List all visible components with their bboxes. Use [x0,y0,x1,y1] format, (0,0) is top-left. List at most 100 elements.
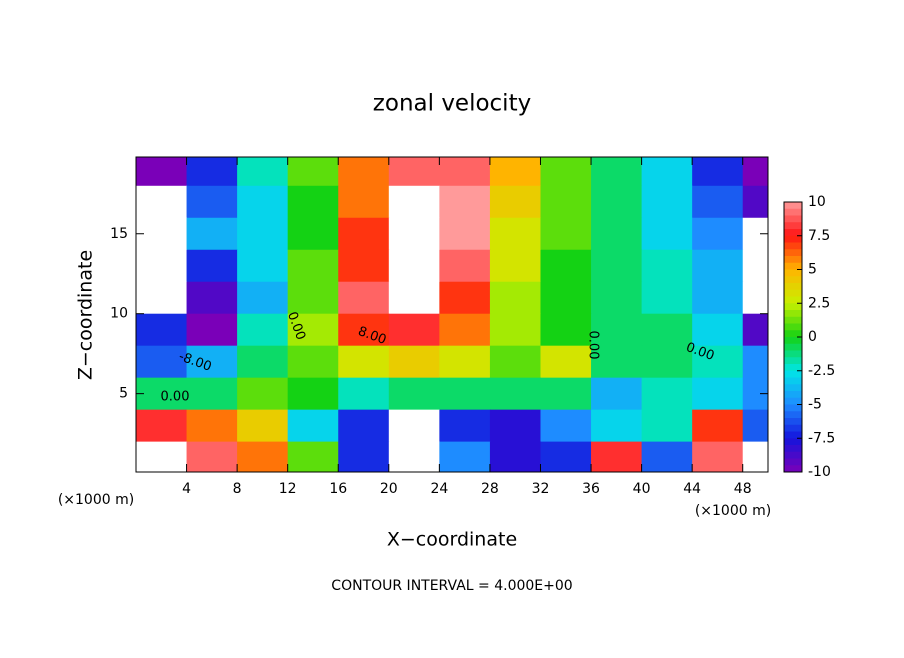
colorbar-segment [784,465,802,473]
colorbar-segment [784,330,802,338]
contour-cell [591,217,643,251]
x-tick-label: 28 [481,481,499,497]
contour-cell [287,157,339,187]
contour-cell [338,217,390,251]
contour-cell [742,157,768,187]
contour-cell [641,313,693,347]
contour-cell [186,249,238,283]
contour-cell [692,249,744,283]
contour-cell [439,409,491,443]
contour-cell [186,409,238,443]
y-tick-label: 5 [119,386,128,402]
contour-cell [641,185,693,219]
contour-cell [136,249,188,283]
x-tick-label: 48 [734,481,752,497]
contour-cell [641,377,693,411]
x-tick-label: 8 [233,481,242,497]
contour-cell [338,313,390,347]
contour-cell [237,345,289,379]
contour-cell [692,441,744,472]
contour-cell [186,313,238,347]
contour-cell [591,185,643,219]
colorbar-segment [784,357,802,365]
plot-frame [135,156,769,473]
colorbar-segment [784,438,802,446]
colorbar-segment [784,458,802,466]
colorbar-segment [784,235,802,243]
contour-cell [287,249,339,283]
y-tick-label: 15 [110,226,128,242]
contour-cell [540,377,592,411]
contour-cell [591,313,643,347]
contour-cell [742,249,768,283]
colorbar-segment [784,337,802,345]
contour-cell [439,441,491,472]
colorbar-segment [784,310,802,318]
contour-cell [591,249,643,283]
contour-cell [287,441,339,472]
y-axis-label: Z−coordinate [75,250,97,380]
contour-cell [136,313,188,347]
contour-cell [489,345,541,379]
contour-cell [540,217,592,251]
x-tick-label: 20 [380,481,398,497]
colorbar-tick-label: 2.5 [808,295,830,311]
contour-cell [186,217,238,251]
contour-cell [338,377,390,411]
contour-cell [591,409,643,443]
contour-cell [540,345,592,379]
contour-cell [641,409,693,443]
colorbar-segment [784,350,802,358]
contour-cell [237,281,289,315]
colorbar-segment [784,445,802,453]
contour-cell [186,345,238,379]
colorbar-segment [784,283,802,291]
contour-cell [237,249,289,283]
colorbar-segment [784,418,802,426]
contour-cell [742,409,768,443]
contour-cell [237,409,289,443]
colorbar-segment [784,202,802,210]
y-tick-label: 10 [110,306,128,322]
contour-cell [540,157,592,187]
contour-cell [692,157,744,187]
contour-cell [489,185,541,219]
colorbar-segment [784,323,802,331]
colorbar-segment [784,289,802,297]
contour-cell [439,377,491,411]
contour-cell [742,281,768,315]
contour-cell [388,157,440,187]
contour-cell [692,217,744,251]
contour-cell [540,441,592,472]
contour-cell [186,185,238,219]
contour-cell [742,345,768,379]
contour-cell [641,157,693,187]
contour-cell [287,377,339,411]
colorbar-segment [784,249,802,257]
contour-cell [388,377,440,411]
colorbar-segment [784,316,802,324]
contour-cell [136,377,188,411]
contour-cell [388,217,440,251]
colorbar-tick-label: -5 [808,397,822,413]
contour-cell [237,377,289,411]
contour-cell [439,249,491,283]
colorbar-segment [784,222,802,230]
contour-cell [136,217,188,251]
contour-cell [439,185,491,219]
contour-cell [388,313,440,347]
colorbar-segment [784,229,802,237]
colorbar-segment [784,343,802,351]
contour-cell [136,281,188,315]
contour-cell [388,345,440,379]
x-unit: (×1000 m) [58,492,134,508]
contour-cell [540,313,592,347]
contour-cell [136,157,188,187]
contour-cell [540,409,592,443]
x-tick-label: 40 [633,481,651,497]
colorbar-segment [784,404,802,412]
contour-cell [641,249,693,283]
contour-cell [591,281,643,315]
contour-cell [591,377,643,411]
contour-cell [641,441,693,472]
